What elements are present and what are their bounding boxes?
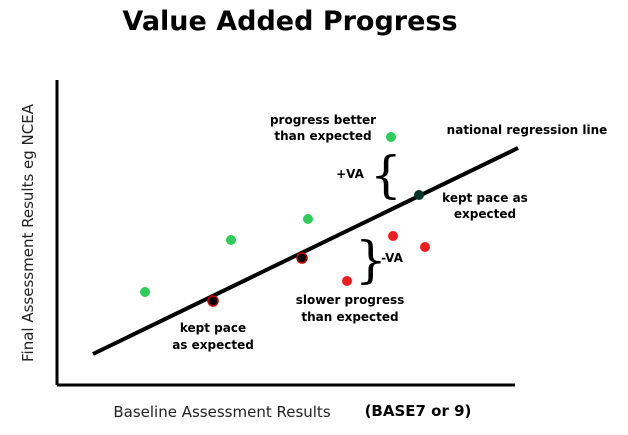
annotation-kept-left-line2: as expected bbox=[172, 338, 254, 352]
regression-line bbox=[92, 146, 519, 356]
regression-line-label: national regression line bbox=[447, 123, 608, 137]
point-below-2 bbox=[388, 231, 398, 241]
x-axis-note: (BASE7 or 9) bbox=[365, 402, 472, 420]
point-below-1 bbox=[342, 276, 352, 286]
point-above-4 bbox=[386, 132, 396, 142]
annotation-better-line1: progress better bbox=[270, 113, 376, 127]
annotation-slower-line2: than expected bbox=[301, 310, 398, 324]
x-axis-label: Baseline Assessment Results bbox=[113, 403, 330, 421]
point-above-2 bbox=[226, 235, 236, 245]
annotation-kept-right-line2: expected bbox=[454, 207, 516, 221]
point-below-3 bbox=[420, 242, 430, 252]
diagram-title: Value Added Progress bbox=[122, 6, 457, 37]
annotation-slower-line1: slower progress bbox=[296, 293, 405, 307]
annotation-better-line2: than expected bbox=[274, 129, 371, 143]
va-plus-label: +VA bbox=[336, 167, 365, 181]
point-above-1 bbox=[140, 287, 150, 297]
point-on-line-3 bbox=[414, 190, 424, 200]
point-above-3 bbox=[303, 214, 313, 224]
annotation-kept-left-line1: kept pace bbox=[180, 321, 246, 335]
y-axis-label: Final Assessment Results eg NCEA bbox=[19, 103, 37, 362]
annotation-kept-right-line1: kept pace as bbox=[442, 191, 528, 205]
va-plus-brace-icon: { bbox=[370, 146, 402, 204]
point-on-line-2 bbox=[296, 252, 308, 264]
va-minus-label: -VA bbox=[381, 251, 404, 265]
va-minus-brace-icon: } bbox=[355, 231, 387, 289]
point-on-line-1 bbox=[207, 295, 219, 307]
